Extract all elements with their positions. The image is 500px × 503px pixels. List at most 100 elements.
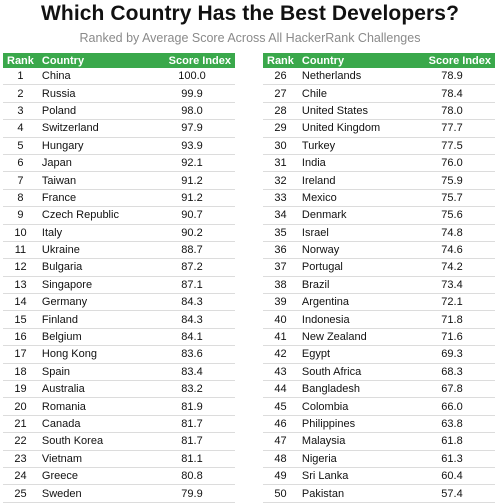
country-cell: Ireland [297, 171, 409, 190]
table-row: 7 Taiwan 91.2 [3, 171, 235, 190]
country-cell: Singapore [37, 276, 149, 295]
table-row: 42 Egypt 69.3 [263, 345, 495, 364]
rank-cell: 40 [263, 310, 298, 329]
country-cell: United States [297, 102, 409, 121]
table-row: 15 Finland 84.3 [3, 310, 235, 329]
rank-cell: 14 [3, 293, 38, 312]
score-cell: 88.7 [149, 241, 235, 260]
rank-cell: 30 [263, 137, 298, 155]
score-cell: 81.9 [149, 397, 235, 416]
country-cell: New Zealand [297, 328, 409, 347]
score-cell: 75.6 [409, 206, 495, 225]
rank-cell: 39 [263, 293, 298, 312]
country-cell: Indonesia [297, 310, 409, 329]
rank-cell: 50 [263, 484, 298, 503]
score-cell: 74.6 [409, 241, 495, 260]
rank-cell: 5 [3, 137, 38, 155]
rank-cell: 34 [263, 206, 298, 225]
table-row: 22 South Korea 81.7 [3, 432, 235, 451]
rank-cell: 38 [263, 276, 298, 295]
country-cell: Norway [297, 241, 409, 260]
country-cell: Belgium [37, 328, 149, 347]
table-row: 13 Singapore 87.1 [3, 276, 235, 295]
score-cell: 93.9 [149, 137, 235, 155]
table-row: 26 Netherlands 78.9 [263, 68, 495, 86]
table-row: 9 Czech Republic 90.7 [3, 206, 235, 225]
score-cell: 67.8 [409, 380, 495, 399]
rank-cell: 32 [263, 171, 298, 190]
rank-cell: 23 [3, 450, 38, 468]
rank-cell: 44 [263, 380, 298, 399]
rank-cell: 11 [3, 241, 38, 260]
table-row: 20 Romania 81.9 [3, 397, 235, 416]
country-cell: Portugal [297, 258, 409, 277]
table-row: 50 Pakistan 57.4 [263, 484, 495, 503]
table-row: 30 Turkey 77.5 [263, 137, 495, 155]
header-score-index: Score Index [409, 53, 495, 68]
score-cell: 73.4 [409, 276, 495, 295]
rank-cell: 49 [263, 467, 298, 486]
rank-cell: 20 [3, 397, 38, 416]
table-row: 11 Ukraine 88.7 [3, 241, 235, 260]
country-cell: Taiwan [37, 171, 149, 190]
table-row: 16 Belgium 84.1 [3, 328, 235, 347]
rank-cell: 1 [3, 68, 38, 86]
ranking-table-right: Rank Country Score Index 26 Netherlands 78… [263, 53, 495, 503]
table-row: 46 Philippines 63.8 [263, 415, 495, 434]
rank-cell: 37 [263, 258, 298, 277]
rank-cell: 42 [263, 345, 298, 364]
table-header-row: Rank Country Score Index [3, 53, 235, 68]
score-cell: 83.2 [149, 380, 235, 399]
rank-cell: 16 [3, 328, 38, 347]
table-row: 12 Bulgaria 87.2 [3, 258, 235, 277]
rank-cell: 3 [3, 102, 38, 121]
country-cell: Italy [37, 224, 149, 242]
rank-cell: 19 [3, 380, 38, 399]
score-cell: 61.8 [409, 432, 495, 451]
rank-cell: 12 [3, 258, 38, 277]
chart-title: Which Country Has the Best Developers? [40, 2, 460, 25]
score-cell: 98.0 [149, 102, 235, 121]
rank-cell: 36 [263, 241, 298, 260]
score-cell: 61.3 [409, 450, 495, 468]
country-cell: Pakistan [297, 484, 409, 503]
country-cell: Bulgaria [37, 258, 149, 277]
table-row: 38 Brazil 73.4 [263, 276, 495, 295]
rank-cell: 8 [3, 189, 38, 208]
score-cell: 71.8 [409, 310, 495, 329]
country-cell: Czech Republic [37, 206, 149, 225]
country-cell: United Kingdom [297, 119, 409, 138]
score-cell: 74.8 [409, 224, 495, 242]
rank-cell: 48 [263, 450, 298, 468]
score-cell: 100.0 [149, 68, 235, 86]
score-cell: 72.1 [409, 293, 495, 312]
score-cell: 81.7 [149, 415, 235, 434]
country-cell: India [297, 154, 409, 173]
header-rank: Rank [3, 53, 38, 68]
table-row: 2 Russia 99.9 [3, 84, 235, 103]
score-cell: 60.4 [409, 467, 495, 486]
rank-cell: 25 [3, 484, 38, 503]
table-row: 19 Australia 83.2 [3, 380, 235, 399]
score-cell: 97.9 [149, 119, 235, 138]
rank-cell: 2 [3, 84, 38, 103]
score-cell: 99.9 [149, 84, 235, 103]
rank-cell: 28 [263, 102, 298, 121]
score-cell: 71.6 [409, 328, 495, 347]
score-cell: 83.6 [149, 345, 235, 364]
country-cell: France [37, 189, 149, 208]
country-cell: Ukraine [37, 241, 149, 260]
table-row: 31 India 76.0 [263, 154, 495, 173]
rank-cell: 27 [263, 84, 298, 103]
score-cell: 66.0 [409, 397, 495, 416]
rank-cell: 13 [3, 276, 38, 295]
table-row: 43 South Africa 68.3 [263, 363, 495, 382]
score-cell: 69.3 [409, 345, 495, 364]
table-row: 24 Greece 80.8 [3, 467, 235, 486]
country-cell: South Korea [37, 432, 149, 451]
table-row: 17 Hong Kong 83.6 [3, 345, 235, 364]
header-rank: Rank [263, 53, 298, 68]
rank-cell: 18 [3, 363, 38, 382]
country-cell: Poland [37, 102, 149, 121]
table-row: 39 Argentina 72.1 [263, 293, 495, 312]
